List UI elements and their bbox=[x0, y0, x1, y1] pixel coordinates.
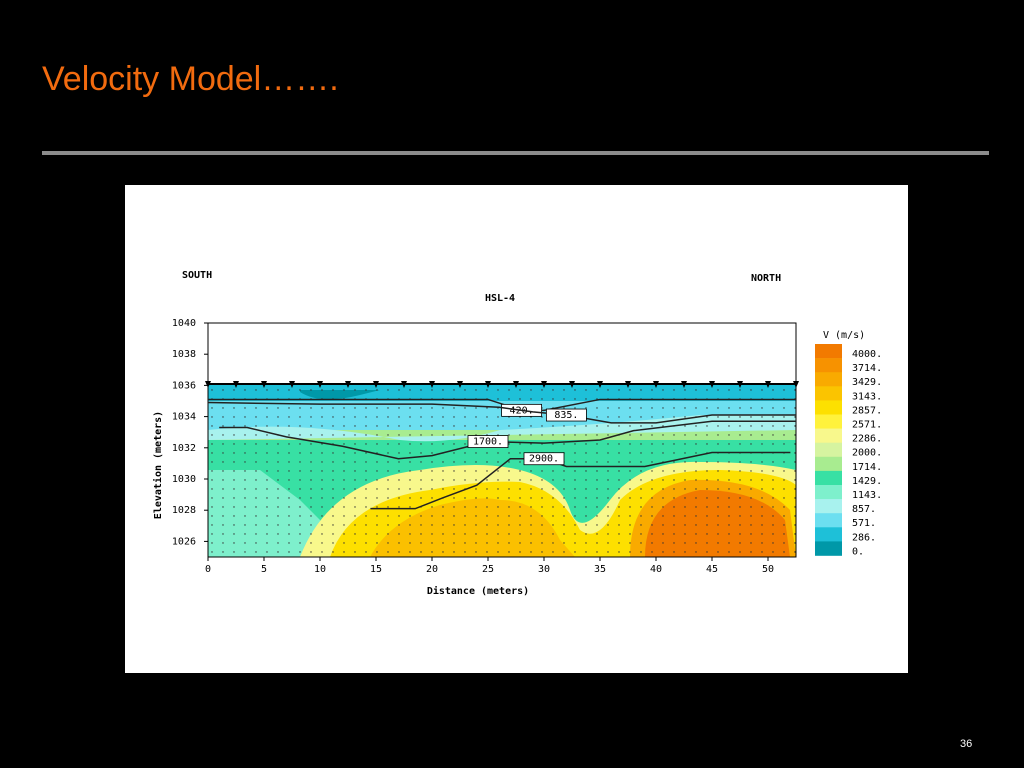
station-marker bbox=[513, 381, 519, 388]
station-marker bbox=[653, 381, 659, 388]
x-tick-label: 35 bbox=[594, 564, 606, 575]
station-marker bbox=[765, 381, 771, 388]
colorbar-swatch bbox=[815, 470, 842, 486]
station-marker bbox=[373, 381, 379, 388]
colorbar-swatch bbox=[815, 456, 842, 472]
colorbar-label: 0. bbox=[852, 546, 864, 557]
station-marker bbox=[457, 381, 463, 388]
x-tick-label: 25 bbox=[482, 564, 494, 575]
contour-label: 835. bbox=[554, 410, 578, 421]
colorbar-label: 2000. bbox=[852, 448, 882, 459]
colorbar-swatch bbox=[815, 358, 842, 373]
divider bbox=[42, 151, 989, 155]
colorbar-label: V (m/s) bbox=[823, 330, 865, 341]
station-marker bbox=[597, 381, 603, 388]
y-tick-label: 1028 bbox=[172, 505, 196, 516]
chart-title: HSL-4 bbox=[485, 293, 515, 304]
y-axis-label: Elevation (meters) bbox=[152, 411, 164, 519]
x-tick-label: 50 bbox=[762, 564, 774, 575]
colorbar-swatch bbox=[815, 485, 842, 500]
station-marker bbox=[317, 381, 323, 388]
colorbar-swatch bbox=[815, 400, 842, 415]
x-tick-label: 40 bbox=[650, 564, 662, 575]
station-marker bbox=[485, 381, 491, 388]
colorbar-swatch bbox=[815, 386, 842, 401]
y-tick-label: 1040 bbox=[172, 318, 196, 329]
colorbar-label: 2286. bbox=[852, 434, 882, 445]
station-marker bbox=[569, 381, 575, 388]
x-tick-label: 45 bbox=[706, 564, 718, 575]
colorbar-label: 571. bbox=[852, 518, 876, 529]
x-tick-label: 20 bbox=[426, 564, 438, 575]
colorbar-swatch bbox=[815, 372, 842, 387]
contour-label-box bbox=[467, 435, 509, 448]
slide-title: Velocity Model……. bbox=[42, 60, 339, 98]
colorbar-swatch bbox=[815, 428, 842, 443]
station-marker bbox=[625, 381, 631, 388]
station-marker bbox=[401, 381, 407, 388]
y-tick-label: 1026 bbox=[172, 536, 196, 547]
y-tick-label: 1032 bbox=[172, 443, 196, 454]
colorbar-label: 1143. bbox=[852, 490, 882, 501]
colorbar-label: 4000. bbox=[852, 349, 882, 360]
y-tick-label: 1034 bbox=[172, 412, 196, 423]
station-marker bbox=[737, 381, 743, 388]
station-marker bbox=[233, 381, 239, 388]
station-marker bbox=[541, 381, 547, 388]
contour-label: 2900. bbox=[529, 454, 559, 465]
station-marker bbox=[793, 381, 799, 388]
colorbar-swatch bbox=[815, 499, 842, 514]
station-marker bbox=[261, 381, 267, 388]
x-axis-label: Distance (meters) bbox=[427, 585, 529, 597]
y-tick-label: 1030 bbox=[172, 474, 196, 485]
colorbar-swatch bbox=[815, 527, 842, 542]
station-marker bbox=[429, 381, 435, 388]
colorbar-label: 3714. bbox=[852, 363, 882, 374]
annotation: SOUTH bbox=[182, 270, 212, 281]
colorbar-label: 3429. bbox=[852, 377, 882, 388]
colorbar-label: 3143. bbox=[852, 391, 882, 402]
colorbar-label: 857. bbox=[852, 504, 876, 515]
station-marker bbox=[345, 381, 351, 388]
colorbar-swatch bbox=[815, 414, 842, 429]
x-tick-label: 15 bbox=[370, 564, 382, 575]
x-tick-label: 0 bbox=[205, 564, 211, 575]
station-marker bbox=[709, 381, 715, 388]
y-tick-label: 1036 bbox=[172, 380, 196, 391]
contour-line bbox=[219, 420, 796, 460]
contour-label: 1700. bbox=[473, 437, 503, 448]
colorbar-label: 2571. bbox=[852, 420, 882, 431]
colorbar-swatch bbox=[815, 541, 842, 556]
y-tick-label: 1038 bbox=[172, 349, 196, 360]
stations bbox=[205, 381, 799, 388]
colorbar-swatch bbox=[815, 344, 842, 359]
contour-label-box bbox=[523, 452, 565, 466]
station-marker bbox=[205, 381, 211, 388]
velocity-field bbox=[208, 383, 796, 557]
station-marker bbox=[289, 381, 295, 388]
colorbar-swatch bbox=[815, 442, 842, 458]
station-marker bbox=[681, 381, 687, 388]
colorbar-label: 2857. bbox=[852, 405, 882, 416]
colorbar-swatch bbox=[815, 513, 842, 528]
plot-frame bbox=[207, 322, 797, 558]
x-tick-label: 30 bbox=[538, 564, 550, 575]
colorbar-label: 286. bbox=[852, 532, 876, 543]
x-tick-label: 10 bbox=[314, 564, 326, 575]
x-tick-label: 5 bbox=[261, 564, 267, 575]
annotation: NORTH bbox=[751, 273, 781, 284]
page-number: 36 bbox=[960, 738, 973, 750]
colorbar-label: 1714. bbox=[852, 462, 882, 473]
colorbar-label: 1429. bbox=[852, 476, 882, 487]
contour-label-box bbox=[546, 408, 587, 422]
